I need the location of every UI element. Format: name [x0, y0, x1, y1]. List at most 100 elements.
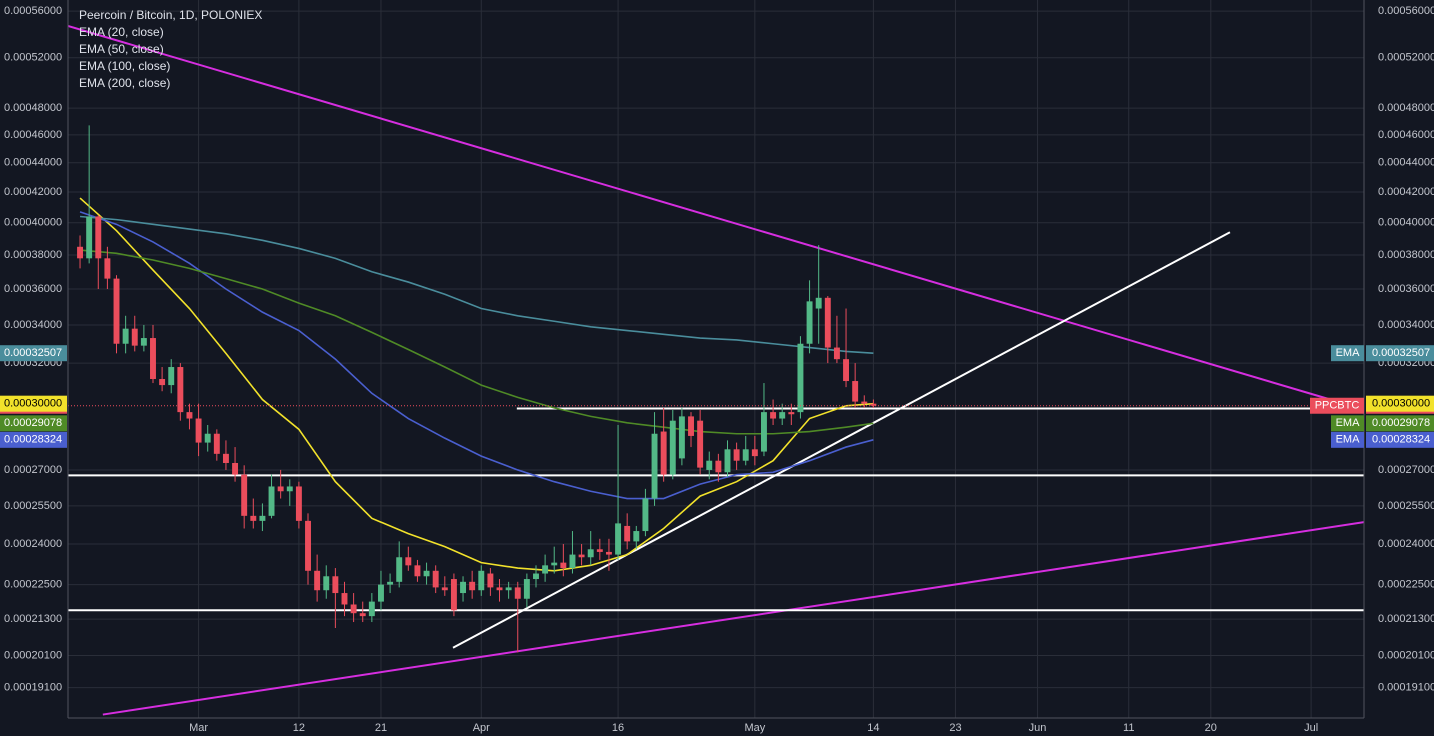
- price-label: 0.00028324: [4, 434, 62, 446]
- y-tick-label: 0.00038000: [1378, 249, 1434, 261]
- legend-entry: EMA (50, close): [79, 42, 164, 56]
- candle-body: [651, 433, 658, 499]
- candle-body: [779, 412, 786, 419]
- y-tick-label: 0.00046000: [1378, 129, 1434, 141]
- candle-body: [405, 557, 412, 566]
- x-tick-label: 16: [612, 722, 624, 734]
- candle-body: [213, 433, 220, 454]
- candle-body: [168, 367, 175, 386]
- candle-body: [551, 562, 558, 566]
- y-tick-label: 0.00046000: [4, 129, 62, 141]
- y-tick-label: 0.00056000: [4, 5, 62, 17]
- y-tick-label: 0.00040000: [4, 217, 62, 229]
- y-tick-label: 0.00034000: [1378, 319, 1434, 331]
- candle-body: [806, 301, 813, 344]
- candle-body: [286, 486, 293, 492]
- ema-line: [79, 211, 874, 500]
- candle-body: [843, 359, 850, 382]
- price-label: 0.00032507: [4, 347, 62, 359]
- candle-body: [469, 581, 476, 591]
- candle-body: [724, 449, 731, 473]
- x-tick-label: Jun: [1029, 722, 1047, 734]
- price-label: 0.00028324: [1372, 434, 1430, 446]
- candle-body: [423, 570, 430, 577]
- candle-body: [77, 246, 84, 259]
- y-tick-label: 0.00020100: [4, 649, 62, 661]
- price-label-box: [1366, 395, 1434, 412]
- price-tag-box: [1331, 345, 1364, 362]
- candle-body: [305, 520, 311, 571]
- candle-body: [733, 449, 740, 461]
- candle-body: [660, 431, 667, 475]
- x-tick-label: 14: [867, 722, 879, 734]
- price-label-box: [0, 431, 67, 448]
- candle-body: [250, 515, 257, 521]
- legend-entry: EMA (20, close): [79, 25, 164, 39]
- y-tick-label: 0.00048000: [1378, 102, 1434, 114]
- candle-body: [332, 576, 339, 594]
- candle-body: [542, 565, 549, 574]
- candle-body: [396, 557, 403, 582]
- x-tick-label: 12: [293, 722, 305, 734]
- price-label: 0.00030000: [1372, 398, 1430, 410]
- candle-body: [232, 462, 239, 475]
- y-tick-label: 0.00020100: [1378, 649, 1434, 661]
- y-tick-label: 0.00044000: [4, 157, 62, 169]
- y-tick-label: 0.00040000: [1378, 217, 1434, 229]
- candle-body: [368, 601, 375, 617]
- price-tag-box: [1331, 415, 1364, 432]
- y-tick-label: 0.00036000: [4, 283, 62, 295]
- candle-body: [195, 418, 202, 443]
- trend-line: [452, 231, 1231, 649]
- candle-body: [131, 328, 138, 346]
- candle-body: [150, 338, 156, 380]
- candle-body: [177, 367, 184, 413]
- y-tick-label: 0.00056000: [1378, 5, 1434, 17]
- y-tick-label: 0.00024000: [4, 538, 62, 550]
- ema-line: [79, 215, 874, 354]
- y-tick-label: 0.00025500: [4, 500, 62, 512]
- candle-body: [788, 412, 795, 415]
- candle-body: [159, 379, 166, 386]
- candle-body: [751, 449, 758, 457]
- candle-body: [314, 570, 321, 591]
- price-tag: EMA: [1336, 417, 1361, 429]
- candle-body: [140, 338, 147, 346]
- candle-body: [715, 460, 722, 473]
- candle-body: [833, 347, 840, 360]
- candle-body: [441, 587, 448, 591]
- trend-line: [68, 24, 1331, 401]
- candle-body: [770, 412, 777, 419]
- candle-body: [341, 593, 348, 605]
- x-tick-label: 20: [1205, 722, 1217, 734]
- price-tag: EMA: [1336, 347, 1361, 359]
- price-label-box: [1366, 431, 1434, 448]
- candle-body: [277, 486, 284, 492]
- x-tick-label: Mar: [189, 722, 208, 734]
- candle-body: [815, 297, 822, 309]
- candle-body: [852, 381, 859, 402]
- candle-body: [533, 573, 539, 580]
- price-label: 0.00029078: [4, 417, 62, 429]
- x-tick-label: 23: [949, 722, 961, 734]
- price-tag: PPCBTC: [1315, 400, 1360, 412]
- candle-body: [387, 581, 394, 585]
- y-tick-label: 0.00052000: [4, 52, 62, 64]
- chart-title: Peercoin / Bitcoin, 1D, POLONIEX: [79, 8, 262, 22]
- candle-body: [523, 579, 530, 599]
- candle-body: [505, 587, 512, 591]
- price-label: 0.00029078: [1372, 417, 1430, 429]
- candle-body: [241, 474, 248, 516]
- candle-body: [414, 565, 421, 577]
- price-label-box: [0, 415, 67, 432]
- y-tick-label: 0.00034000: [4, 319, 62, 331]
- candle-body: [605, 551, 612, 555]
- price-label-box: [1366, 345, 1434, 362]
- x-tick-label: Jul: [1304, 722, 1318, 734]
- candle-body: [186, 412, 193, 419]
- y-tick-label: 0.00044000: [1378, 157, 1434, 169]
- candle-body: [460, 581, 467, 594]
- candle-body: [496, 587, 503, 591]
